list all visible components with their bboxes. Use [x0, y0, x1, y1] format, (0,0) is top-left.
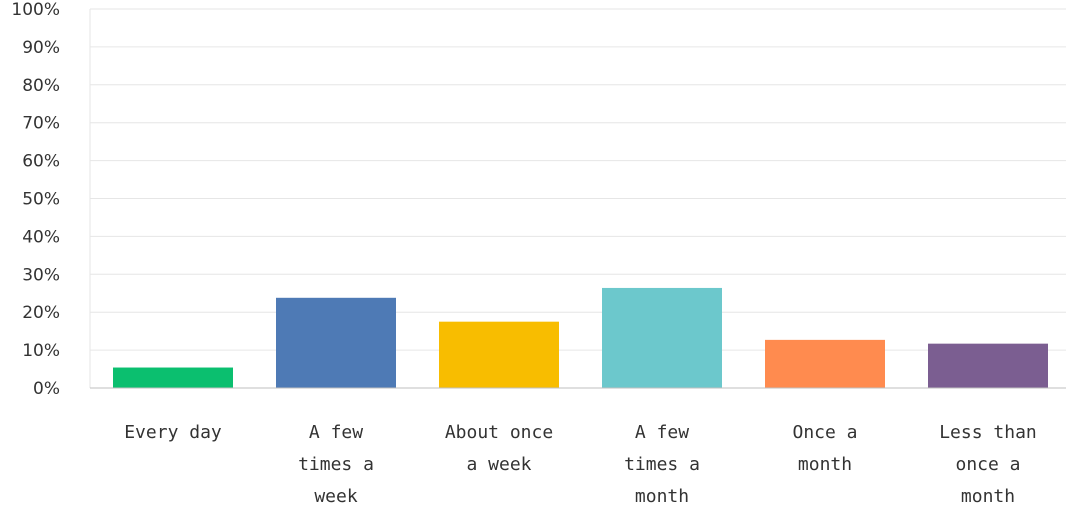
y-tick-label: 80% — [22, 76, 60, 96]
x-category-label-line: A few — [635, 422, 689, 443]
y-axis-tick-labels: 0% 10% 20% 30% 40% 50% 60% 70% 80% 90% 100% — [11, 0, 60, 399]
y-tick-label: 30% — [22, 265, 60, 285]
y-tick-label: 0% — [33, 379, 60, 399]
x-category-label: Every day — [124, 422, 222, 443]
x-category-label-line: a week — [466, 454, 531, 475]
bar — [439, 321, 559, 388]
bars — [113, 287, 1048, 388]
x-category-label: Once a month — [792, 422, 857, 475]
bar — [602, 287, 722, 388]
x-category-label-line: month — [798, 454, 852, 475]
y-tick-label: 40% — [22, 227, 60, 247]
x-category-label-line: times a — [298, 454, 374, 475]
x-category-label-line: Less than — [939, 422, 1037, 443]
bar — [765, 339, 885, 388]
gridlines — [89, 8, 1066, 388]
bar — [113, 367, 233, 388]
x-category-label-line: month — [635, 486, 689, 507]
x-category-label-line: Once a — [792, 422, 857, 443]
y-tick-label: 20% — [22, 303, 60, 323]
y-tick-label: 70% — [22, 114, 60, 134]
x-category-label-line: week — [314, 486, 358, 507]
x-category-label-line: times a — [624, 454, 700, 475]
x-category-label: About once a week — [445, 422, 553, 475]
bar — [276, 297, 396, 388]
x-category-label-line: Every day — [124, 422, 222, 443]
x-category-label-line: once a — [955, 454, 1020, 475]
y-tick-label: 60% — [22, 152, 60, 172]
x-category-label-line: month — [961, 486, 1015, 507]
x-category-label-line: A few — [309, 422, 363, 443]
y-tick-label: 90% — [22, 38, 60, 58]
y-tick-label: 50% — [22, 190, 60, 210]
x-category-label-line: About once — [445, 422, 553, 443]
x-category-label: Less than once a month — [939, 422, 1037, 507]
x-category-label: A few times a month — [624, 422, 700, 507]
x-category-label: A few times a week — [298, 422, 374, 507]
bar — [928, 343, 1048, 388]
x-axis-category-labels: Every day A few times a week About once a wee… — [124, 422, 1037, 507]
y-tick-label: 10% — [22, 341, 60, 361]
y-tick-label: 100% — [11, 0, 60, 20]
